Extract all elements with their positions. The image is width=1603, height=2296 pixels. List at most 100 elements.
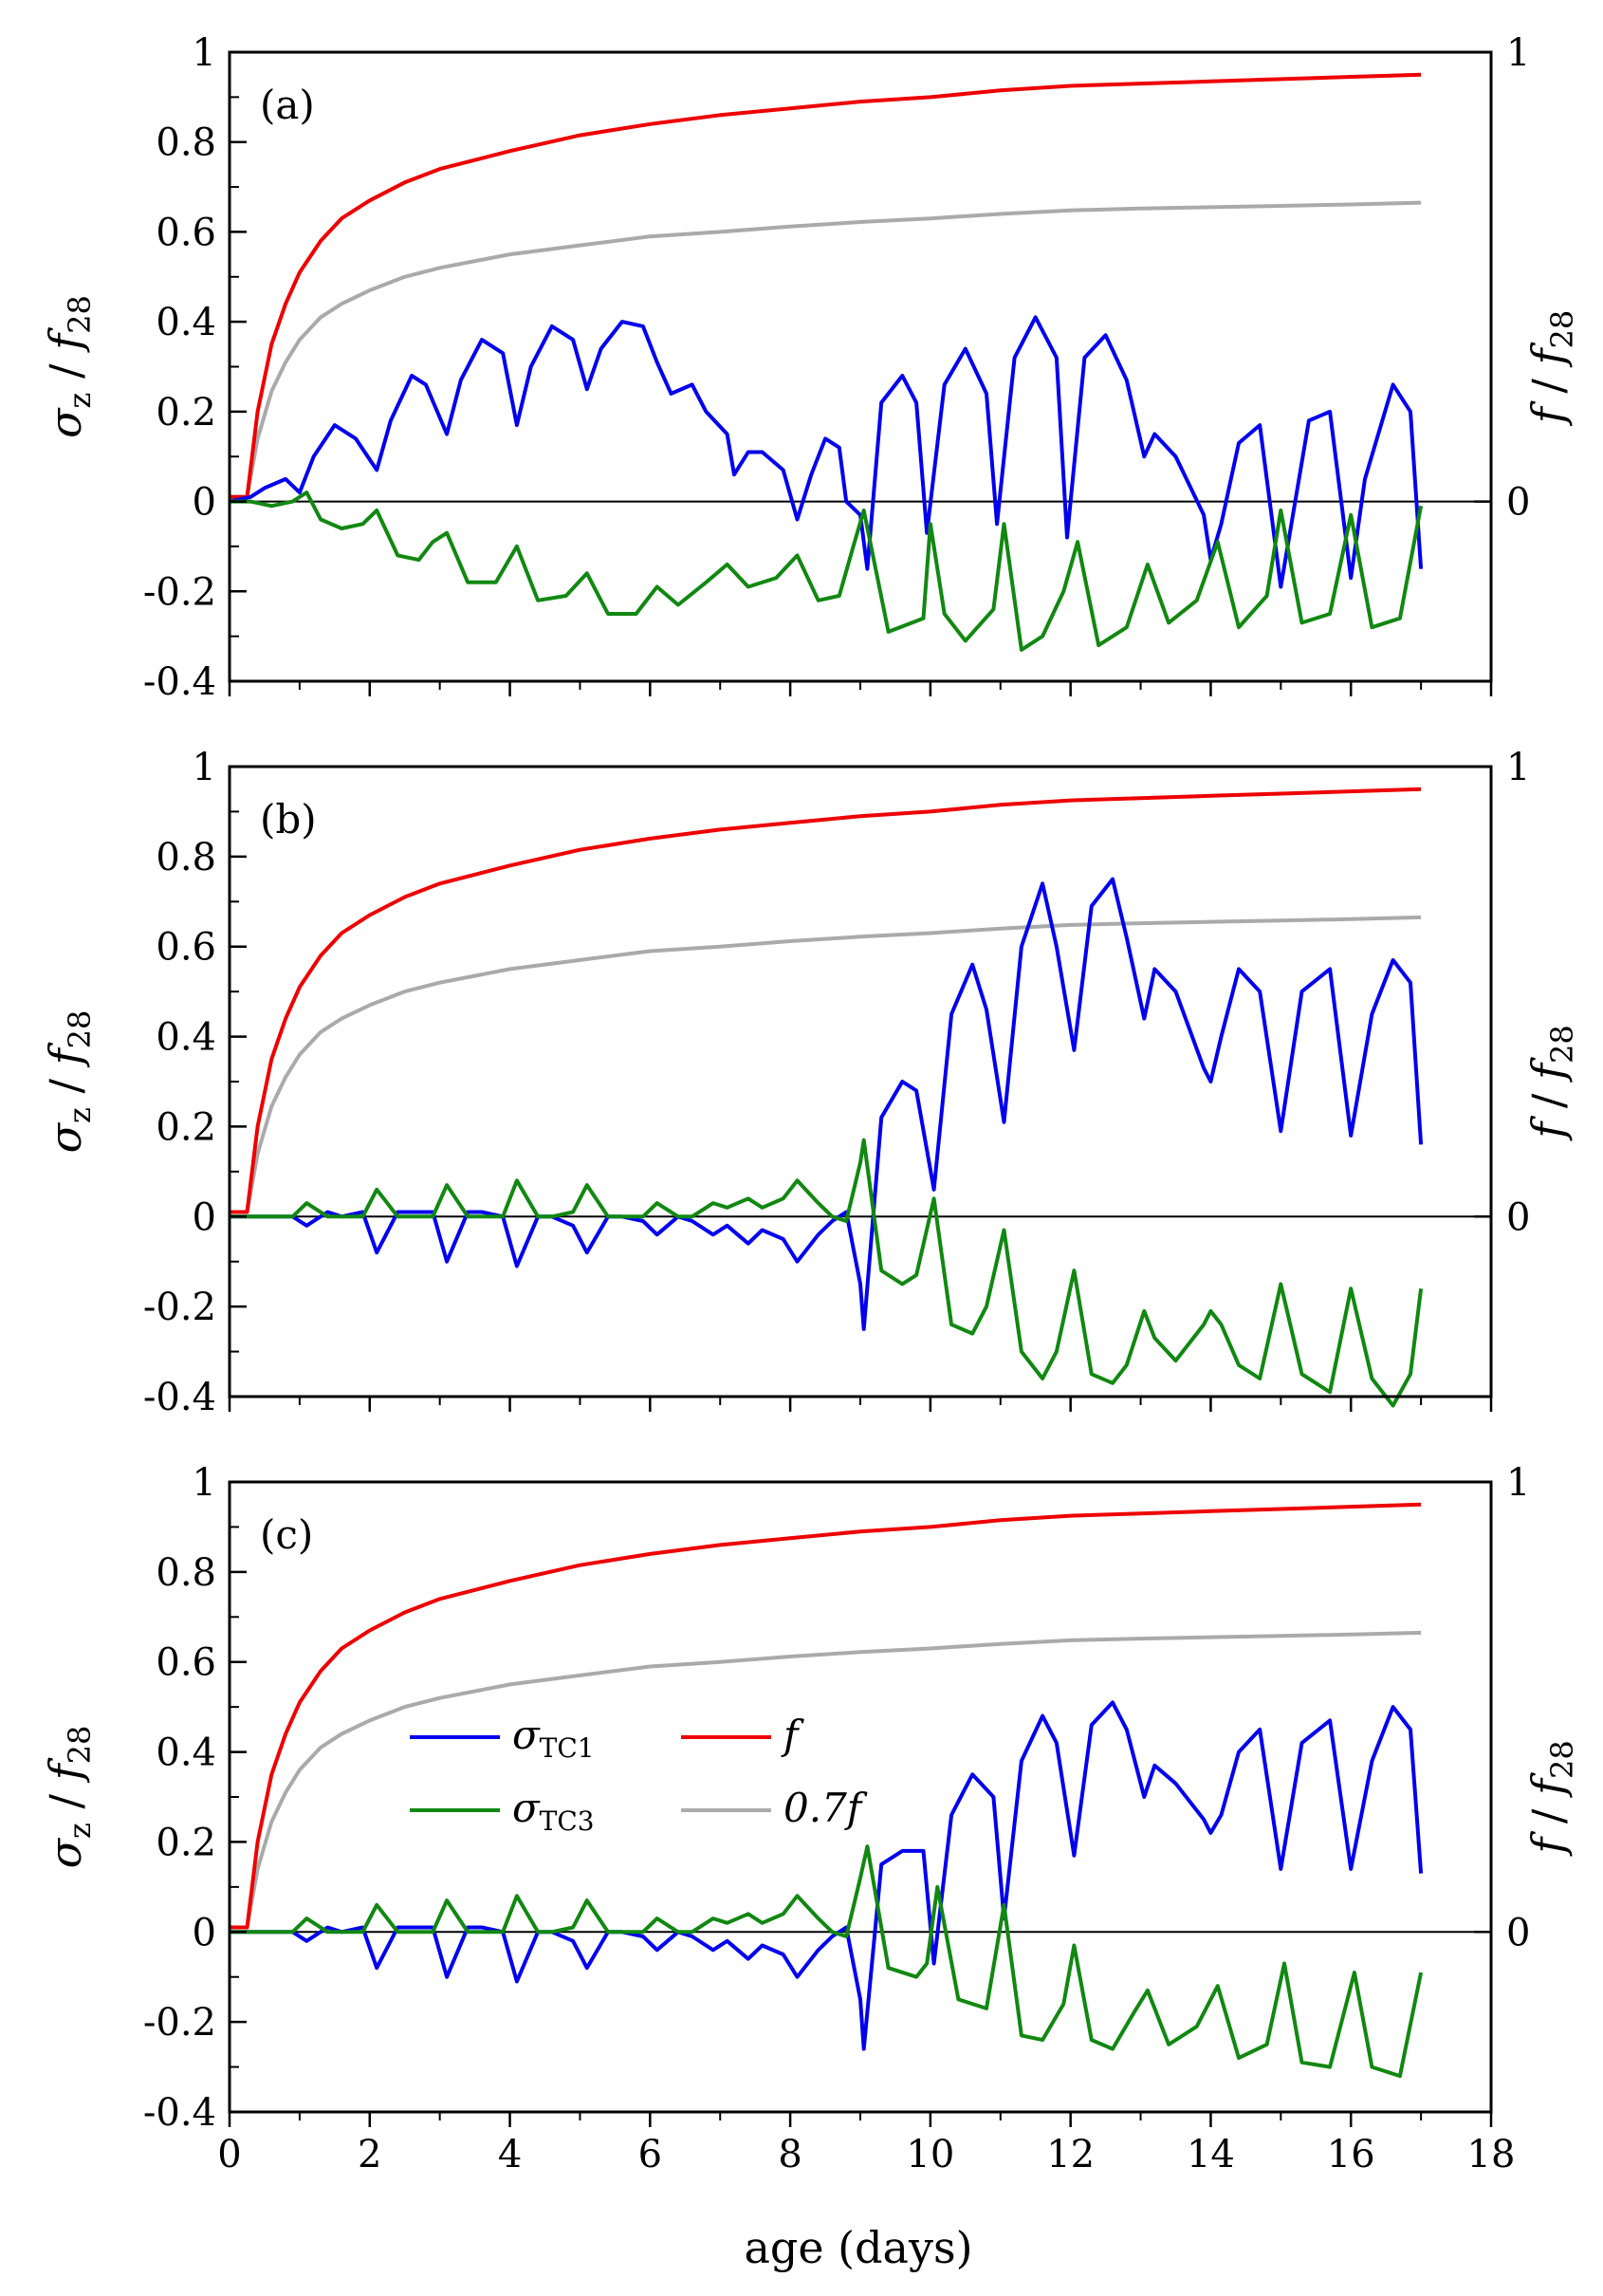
ylabel-symbol: σ (40, 1121, 91, 1153)
panel-label: (c) (260, 1511, 313, 1558)
ylabel-divider: / (40, 350, 91, 393)
legend-symbol: σ (512, 1712, 541, 1758)
ylabel-denominator-subscript: 28 (62, 295, 98, 334)
y-right-tick-label: 0 (1506, 481, 1530, 525)
y-tick-label: 0.6 (156, 926, 216, 970)
series-f-line (230, 72, 1422, 499)
series-sigma-tc1-line (229, 315, 1424, 589)
ylabel-subscript: z (62, 393, 98, 409)
series-0-7f-line (230, 915, 1422, 1214)
legend-symbol: f (781, 1712, 804, 1758)
y-tick-label: 0.4 (156, 301, 216, 344)
y-right-tick-label: 0 (1506, 1195, 1530, 1239)
y-tick-label: 0.2 (156, 391, 216, 435)
series-sigma-tc3-line (230, 1844, 1424, 2079)
panel-a: -0.4 -0.2 0 0.2 0.4 0.6 0.8 1 0 1 (a) σz / f28 f / f… (40, 31, 1580, 704)
series-f-line (230, 787, 1422, 1214)
y-right-tick-label: 1 (1506, 31, 1530, 75)
x-tick-label: 6 (638, 2133, 662, 2176)
y-tick-label: 0.4 (156, 1016, 216, 1060)
ylabel-right-divider: / (1522, 1080, 1574, 1122)
legend-label: σTC3 (512, 1785, 595, 1837)
x-tick-label: 8 (778, 2133, 802, 2176)
ylabel-subscript: z (62, 1107, 98, 1123)
ylabel-symbol: σ (40, 407, 91, 438)
x-axis-title: age (days) (744, 2222, 972, 2273)
y-axis-title-left: σz / f28 (40, 295, 98, 438)
y-tick-label: 0.2 (156, 1105, 216, 1149)
x-tick-label: 14 (1187, 2133, 1235, 2176)
series-sigma-tc3-line (230, 491, 1424, 652)
series-0-7f-line (230, 200, 1422, 499)
ylabel-divider: / (40, 1065, 91, 1107)
plot-frame (228, 50, 1493, 683)
y-tick-label: 1 (193, 746, 216, 789)
series-sigma-tc1-line (230, 1700, 1424, 2051)
panel-label: (b) (260, 796, 317, 842)
legend-symbol: 0.7f (783, 1785, 868, 1831)
y-tick-label: 0.8 (156, 1551, 216, 1595)
legend-label: σTC1 (512, 1712, 595, 1764)
y-tick-label: 0.6 (156, 1641, 216, 1685)
y-right-tick-label: 1 (1506, 1461, 1530, 1505)
legend-label: f (781, 1712, 804, 1758)
x-tick-label: 18 (1467, 2133, 1516, 2176)
series-0-7f-line (230, 1630, 1422, 1930)
y-tick-label: 0.6 (156, 211, 216, 254)
x-tick-label: 10 (906, 2133, 954, 2176)
y-tick-label: 0 (193, 1195, 216, 1239)
ylabel-denominator-subscript: 28 (62, 1726, 98, 1765)
x-tick-label: 12 (1046, 2133, 1095, 2176)
y-tick-label: 0 (193, 1911, 216, 1954)
legend-entry: f (681, 1712, 804, 1758)
x-tick-label: 16 (1327, 2133, 1375, 2176)
y-tick-label: -0.2 (143, 1286, 216, 1329)
ylabel-subscript: z (62, 1823, 98, 1839)
ylabel-divider: / (40, 1780, 91, 1823)
panel-c: 0 2 4 6 8 10 12 14 16 18-0.4-0.200.20.40.60.8101(… (40, 1461, 1580, 2176)
y-axis-title-right: f / f28 (1522, 310, 1580, 427)
series-sigma-tc3-line (230, 1138, 1424, 1408)
panel-b: -0.4 -0.2 0 0.2 0.4 0.6 0.8 1 0 1 (b) σz / f28 f / f… (40, 746, 1580, 1419)
y-tick-label: 0.4 (156, 1731, 216, 1775)
series-f-line (230, 1502, 1422, 1930)
y-tick-label: 0.8 (156, 836, 216, 880)
legend-subscript: TC3 (540, 1805, 595, 1837)
ylabel-right-denominator-subscript: 28 (1544, 1740, 1580, 1779)
ylabel-right-divider: / (1522, 1795, 1574, 1838)
y-tick-label: 0.2 (156, 1821, 216, 1864)
legend-label: 0.7f (783, 1785, 868, 1831)
legend-subscript: TC1 (540, 1732, 595, 1764)
ylabel-right-denominator-subscript: 28 (1544, 1025, 1580, 1064)
y-tick-label: 0 (193, 481, 216, 525)
y-right-tick-label: 1 (1506, 746, 1530, 789)
y-axis-title-left: σz / f28 (40, 1010, 98, 1154)
x-tick-label: 2 (358, 2133, 381, 2176)
y-right-tick-label: 0 (1506, 1911, 1530, 1954)
ylabel-right-denominator-subscript: 28 (1544, 310, 1580, 349)
y-tick-label: -0.4 (143, 1376, 216, 1419)
series-sigma-tc1-line (230, 877, 1424, 1331)
ylabel-right-divider: / (1522, 364, 1574, 407)
y-tick-label: 1 (193, 1461, 216, 1505)
y-axis-title-right: f / f28 (1522, 1740, 1580, 1857)
legend-symbol: σ (512, 1785, 541, 1831)
y-axis-title-left: σz / f28 (40, 1726, 98, 1869)
y-tick-label: -0.2 (143, 570, 216, 614)
x-tick-label: 0 (217, 2133, 241, 2176)
legend-entry: 0.7f (681, 1785, 868, 1831)
y-tick-label: -0.4 (143, 660, 216, 704)
legend-entry: σTC3 (410, 1785, 595, 1837)
legend-entry: σTC1 (410, 1712, 595, 1764)
y-tick-label: -0.2 (143, 2001, 216, 2045)
y-axis-title-right: f / f28 (1522, 1025, 1580, 1141)
y-tick-label: 1 (193, 31, 216, 75)
x-tick-label: 4 (498, 2133, 522, 2176)
y-tick-label: 0.8 (156, 121, 216, 165)
ylabel-symbol: σ (40, 1837, 91, 1868)
ylabel-denominator-subscript: 28 (62, 1010, 98, 1049)
panel-label: (a) (260, 82, 315, 128)
